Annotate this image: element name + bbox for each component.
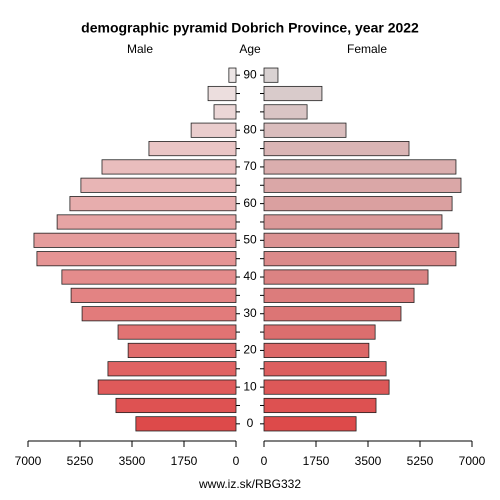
bar — [69, 196, 237, 212]
bar — [263, 141, 410, 157]
x-tick-label: 5250 — [67, 454, 94, 468]
bar — [263, 159, 457, 175]
bar — [263, 379, 390, 395]
bar — [70, 287, 237, 303]
legend-label: Female — [347, 42, 387, 56]
bar — [263, 324, 376, 340]
chart-title: demographic pyramid Dobrich Province, ye… — [81, 20, 419, 36]
x-tick-label: 1750 — [303, 454, 330, 468]
x-tick-label: 7000 — [15, 454, 42, 468]
y-tick-label: 0 — [247, 416, 254, 430]
bar — [263, 85, 323, 102]
bar — [127, 342, 237, 358]
bar — [263, 397, 377, 414]
y-tick-label: 30 — [243, 306, 257, 320]
y-tick-label: 90 — [243, 67, 257, 81]
x-tick-label: 5250 — [407, 454, 434, 468]
axis-title: Age — [239, 42, 261, 56]
bar — [263, 342, 370, 358]
bar — [263, 416, 357, 432]
x-tick-label: 3500 — [119, 454, 146, 468]
y-tick-label: 80 — [243, 122, 257, 136]
bar — [36, 251, 237, 267]
footer: www.iz.sk/RBG332 — [198, 477, 301, 491]
x-tick-label: 0 — [261, 454, 268, 468]
bar — [97, 379, 237, 395]
bar — [101, 159, 237, 175]
bar — [228, 67, 237, 83]
bar — [263, 67, 279, 83]
bar — [263, 196, 453, 212]
bar — [56, 214, 237, 230]
bar — [263, 177, 462, 193]
y-tick-label: 50 — [243, 232, 257, 246]
y-tick-label: 40 — [243, 269, 257, 283]
bar — [148, 141, 237, 157]
bar — [263, 122, 347, 138]
legend-label: Male — [127, 42, 153, 56]
y-tick-label: 20 — [243, 343, 257, 357]
bar — [107, 361, 237, 377]
x-tick-label: 7000 — [459, 454, 486, 468]
bar — [135, 416, 237, 432]
bar — [263, 104, 308, 120]
y-tick-label: 60 — [243, 196, 257, 210]
bar — [207, 85, 237, 102]
bar — [81, 306, 237, 322]
bar — [263, 214, 443, 230]
y-tick-label: 10 — [243, 379, 257, 393]
bar — [115, 397, 237, 414]
x-tick-label: 1750 — [171, 454, 198, 468]
bar — [263, 269, 429, 285]
bar — [213, 104, 237, 120]
y-tick-label: 70 — [243, 159, 257, 173]
bar — [263, 232, 460, 248]
bar — [190, 122, 237, 138]
bar — [33, 232, 237, 248]
bar — [263, 306, 402, 322]
bar — [117, 324, 237, 340]
x-tick-label: 3500 — [355, 454, 382, 468]
bar — [263, 361, 387, 377]
bar — [263, 251, 457, 267]
x-tick-label: 0 — [233, 454, 240, 468]
bar — [61, 269, 237, 285]
bar — [263, 287, 415, 303]
bar — [80, 177, 237, 193]
